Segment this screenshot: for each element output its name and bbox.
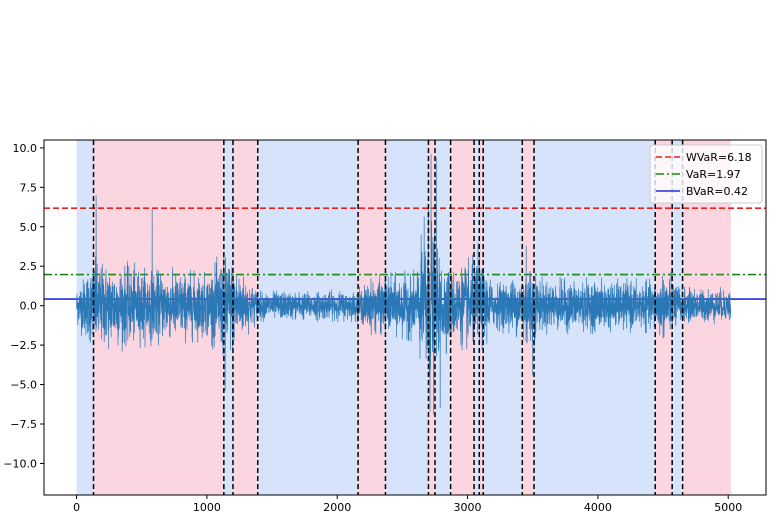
x-axis-ticks: 0 1000 2000 3000 4000 5000 (73, 495, 742, 514)
legend-label-1: VaR=1.97 (686, 168, 741, 181)
y-tick-label-2: 5.0 (20, 221, 38, 234)
regime-region-10 (474, 140, 480, 495)
legend-label-0: WVaR=6.18 (686, 151, 752, 164)
regime-region-4 (257, 140, 359, 495)
y-tick-label-6: −5.0 (10, 379, 37, 392)
y-tick-label-5: −2.5 (10, 339, 37, 352)
y-tick-label-1: 7.5 (20, 181, 38, 194)
plot-frame (43, 139, 767, 496)
x-tick-label-0: 0 (73, 501, 80, 514)
x-tick-label-4: 4000 (584, 501, 612, 514)
legend-box (649, 144, 763, 204)
y-tick-label-8: −10.0 (3, 457, 37, 470)
x-tick-label-1: 1000 (193, 501, 221, 514)
y-tick-label-7: −7.5 (10, 418, 37, 431)
y-tick-label-4: 0.0 (20, 300, 38, 313)
regime-region-2 (223, 140, 233, 495)
x-tick-label-3: 3000 (454, 501, 482, 514)
regime-region-16 (672, 140, 683, 495)
legend: WVaR=6.18 VaR=1.97 BVaR=0.42 (649, 144, 763, 204)
regime-boundaries (92, 140, 684, 495)
return-series (76, 154, 732, 415)
series-line (76, 154, 732, 415)
x-tick-label-2: 2000 (323, 501, 351, 514)
y-tick-label-0: 10.0 (13, 142, 38, 155)
regime-region-7 (428, 140, 435, 495)
legend-label-2: BVaR=0.42 (686, 185, 748, 198)
y-tick-label-3: 2.5 (20, 260, 38, 273)
x-tick-label-5: 5000 (714, 501, 742, 514)
y-axis-ticks: 10.0 7.5 5.0 2.5 0.0 −2.5 −5.0 −7.5 −10.0 (3, 142, 44, 470)
